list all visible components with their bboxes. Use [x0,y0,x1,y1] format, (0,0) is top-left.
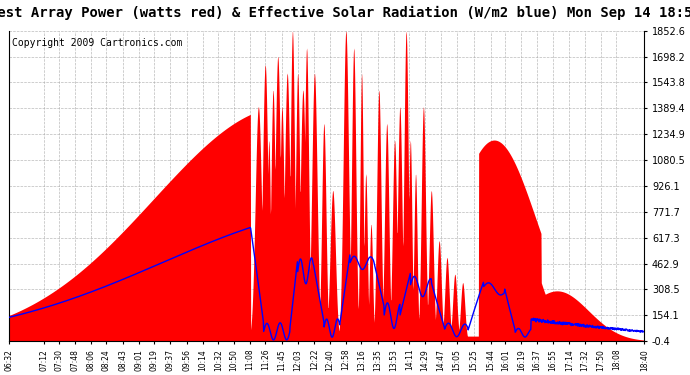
Text: Copyright 2009 Cartronics.com: Copyright 2009 Cartronics.com [12,38,182,48]
Text: West Array Power (watts red) & Effective Solar Radiation (W/m2 blue) Mon Sep 14 : West Array Power (watts red) & Effective… [0,6,690,20]
